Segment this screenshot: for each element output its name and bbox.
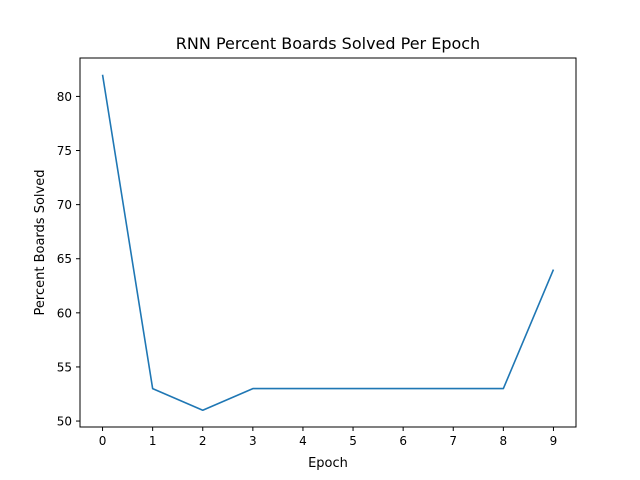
y-tick-label: 60: [57, 306, 72, 320]
x-tick-label: 8: [500, 434, 508, 448]
y-axis-ticks: 50 55 60 65 70 75 80: [57, 90, 80, 429]
x-axis-label: Epoch: [308, 456, 348, 471]
series-line: [101, 74, 555, 412]
x-axis-ticks: 0 1 2 3 4 5 6 7 8 9: [99, 427, 558, 448]
x-tick-label: 5: [349, 434, 357, 448]
y-tick-label: 55: [57, 360, 72, 374]
x-tick-label: 2: [199, 434, 207, 448]
y-tick-label: 50: [57, 415, 72, 429]
x-tick-label: 4: [299, 434, 307, 448]
y-tick-label: 75: [57, 144, 72, 158]
axes-frame: [79, 57, 577, 428]
x-tick-label: 7: [449, 434, 457, 448]
plot-area: [101, 74, 555, 412]
x-tick-label: 9: [550, 434, 558, 448]
x-tick-label: 3: [249, 434, 257, 448]
y-axis-label: Percent Boards Solved: [33, 170, 48, 316]
chart-title: RNN Percent Boards Solved Per Epoch: [176, 34, 480, 53]
x-tick-label: 6: [399, 434, 407, 448]
x-tick-label: 0: [99, 434, 107, 448]
y-tick-label: 80: [57, 90, 72, 104]
x-tick-label: 1: [149, 434, 157, 448]
y-tick-label: 65: [57, 252, 72, 266]
y-tick-label: 70: [57, 198, 72, 212]
